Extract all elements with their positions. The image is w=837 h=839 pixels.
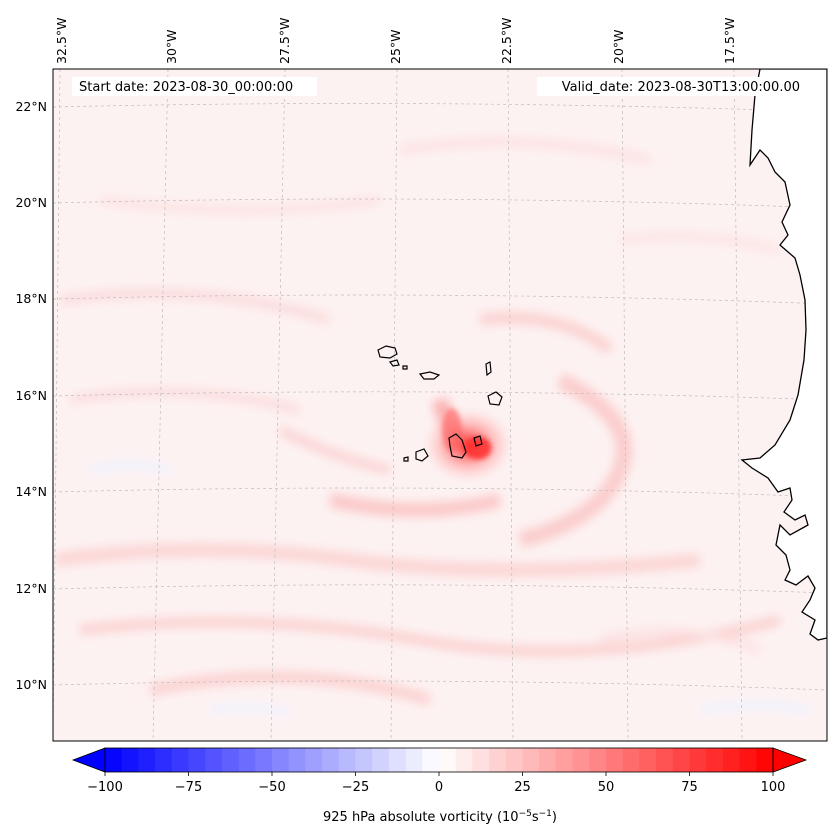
lat-label-14n: 14°N bbox=[15, 484, 47, 499]
colorbar-segment bbox=[288, 748, 306, 772]
colorbar-segment bbox=[405, 748, 423, 772]
lon-label-17-5w: 17.5°W bbox=[722, 18, 737, 64]
cape-verde-islands bbox=[377, 345, 503, 462]
island-sal bbox=[485, 361, 492, 377]
colorbar-segment bbox=[472, 748, 490, 772]
colorbar-segment bbox=[572, 748, 590, 772]
valid-date-box bbox=[537, 77, 807, 96]
colorbar-extend-min bbox=[71, 747, 106, 773]
lat-label-20n: 20°N bbox=[15, 195, 47, 210]
latitude-labels: 22°N 20°N 18°N 16°N 14°N 12°N 10°N bbox=[15, 99, 47, 692]
colorbar-segment bbox=[305, 748, 323, 772]
lat-label-16n: 16°N bbox=[15, 388, 47, 403]
lat-label-18n: 18°N bbox=[15, 291, 47, 306]
map-frame bbox=[52, 68, 828, 742]
colorbar-segment bbox=[322, 748, 340, 772]
lon-label-32-5w: 32.5°W bbox=[54, 18, 69, 64]
colorbar: −100 −75 −50 −25 0 25 50 75 100 925 hPa absolute… bbox=[71, 747, 808, 825]
colorbar-tick-label: 0 bbox=[435, 780, 443, 795]
colorbar-segment bbox=[422, 748, 440, 772]
colorbar-segment bbox=[739, 748, 757, 772]
colorbar-segment bbox=[238, 748, 256, 772]
colorbar-segment bbox=[388, 748, 407, 772]
longitude-labels: 32.5°W 30°W 27.5°W 25°W 22.5°W 20°W 17.5… bbox=[54, 18, 737, 64]
colorbar-title: 925 hPa absolute vorticity (10−5s−1) bbox=[323, 809, 557, 825]
island-sao-nicolau bbox=[418, 371, 441, 380]
vorticity-maximum bbox=[420, 405, 516, 485]
lat-label-10n: 10°N bbox=[15, 677, 47, 692]
colorbar-segment bbox=[138, 748, 156, 772]
colorbar-segment bbox=[706, 748, 724, 772]
lat-label-12n: 12°N bbox=[15, 581, 47, 596]
lon-label-30w: 30°W bbox=[164, 29, 179, 64]
gridlines bbox=[53, 69, 827, 741]
colorbar-segment bbox=[489, 748, 507, 772]
colorbar-tick-label: −100 bbox=[87, 780, 123, 795]
lon-label-22-5w: 22.5°W bbox=[499, 18, 514, 64]
colorbar-tick-label: −50 bbox=[258, 780, 285, 795]
colorbar-segment bbox=[355, 748, 373, 772]
island-santo-antao bbox=[377, 345, 398, 359]
lon-label-27-5w: 27.5°W bbox=[277, 18, 292, 64]
colorbar-segment bbox=[121, 748, 139, 772]
colorbar-segment bbox=[689, 748, 707, 772]
colorbar-segment bbox=[505, 748, 523, 772]
colorbar-segment bbox=[338, 748, 356, 772]
colorbar-segment bbox=[188, 748, 206, 772]
start-date-label: Start date: 2023-08-30_00:00:00 bbox=[79, 80, 293, 95]
colorbar-segment bbox=[589, 748, 607, 772]
colorbar-segment bbox=[639, 748, 657, 772]
island-santiago bbox=[448, 433, 467, 459]
colorbar-segment bbox=[656, 748, 674, 772]
colorbar-tick-label: 100 bbox=[761, 780, 786, 795]
colorbar-segment bbox=[722, 748, 741, 772]
colorbar-segment bbox=[372, 748, 390, 772]
colorbar-segment bbox=[272, 748, 290, 772]
island-santa-luzia bbox=[402, 365, 408, 370]
colorbar-extend-max bbox=[772, 747, 808, 773]
colorbar-tick-labels: −100 −75 −50 −25 0 25 50 75 100 bbox=[87, 780, 785, 795]
colorbar-tick-label: −25 bbox=[342, 780, 369, 795]
colorbar-segment bbox=[171, 748, 189, 772]
colorbar-tick-label: −75 bbox=[175, 780, 202, 795]
colorbar-segment bbox=[105, 748, 123, 772]
colorbar-segment bbox=[622, 748, 640, 772]
africa-coastline bbox=[740, 69, 827, 641]
colorbar-segment bbox=[221, 748, 240, 772]
start-date-box bbox=[72, 77, 317, 96]
island-fogo bbox=[415, 448, 429, 462]
colorbar-segments bbox=[105, 748, 774, 772]
island-maio bbox=[473, 435, 483, 447]
colorbar-segment bbox=[155, 748, 173, 772]
island-boa-vista bbox=[487, 391, 503, 406]
vorticity-field bbox=[54, 137, 811, 716]
colorbar-tick-label: 50 bbox=[598, 780, 615, 795]
colorbar-segment bbox=[255, 748, 273, 772]
colorbar-tick-label: 75 bbox=[681, 780, 698, 795]
colorbar-segment bbox=[439, 748, 457, 772]
colorbar-ticks bbox=[104, 772, 774, 776]
colorbar-segment bbox=[606, 748, 624, 772]
colorbar-tick-label: 25 bbox=[514, 780, 531, 795]
lon-label-25w: 25°W bbox=[388, 29, 403, 64]
colorbar-segment bbox=[672, 748, 690, 772]
colorbar-segment bbox=[205, 748, 223, 772]
colorbar-segment bbox=[455, 748, 473, 772]
island-brava bbox=[403, 456, 409, 462]
map-panel: Start date: 2023-08-30_00:00:00 Valid_da… bbox=[53, 69, 827, 741]
colorbar-segment bbox=[555, 748, 574, 772]
island-sao-vicente bbox=[388, 359, 400, 367]
lat-label-22n: 22°N bbox=[15, 99, 47, 114]
colorbar-segment bbox=[539, 748, 557, 772]
lon-label-20w: 20°W bbox=[611, 29, 626, 64]
colorbar-segment bbox=[522, 748, 540, 772]
colorbar-segment bbox=[756, 748, 774, 772]
valid-date-label: Valid_date: 2023-08-30T13:00:00.00 bbox=[562, 80, 800, 95]
